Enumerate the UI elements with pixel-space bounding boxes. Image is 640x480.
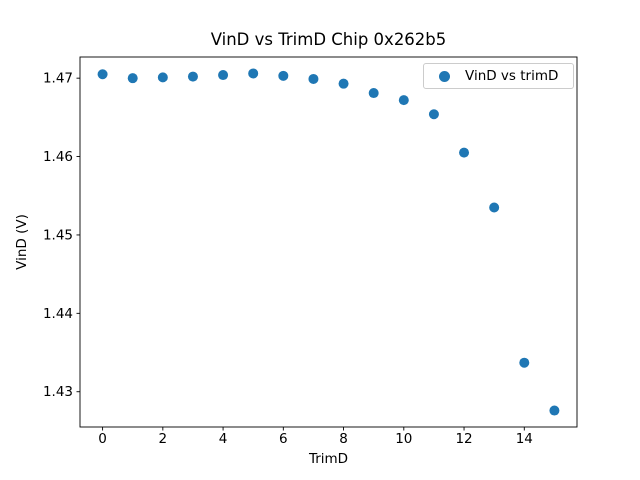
x-tick-label: 14 [516,431,533,447]
data-point [127,73,138,84]
scatter-marker-icon [439,70,450,82]
data-point [157,72,168,83]
x-tick-label: 0 [98,431,107,447]
data-point [398,95,409,106]
data-point [187,71,198,82]
data-point [248,68,259,79]
x-tick-label: 6 [279,431,288,447]
x-tick-label: 4 [219,431,228,447]
data-point [428,109,439,120]
y-axis-label: VinD (V) [14,214,30,270]
y-tick-label: 1.46 [43,149,73,165]
data-point [308,73,319,84]
y-tick-label: 1.44 [43,306,73,322]
x-tick-label: 10 [395,431,412,447]
legend: VinD vs trimD [423,63,574,89]
legend-label: VinD vs trimD [465,68,559,84]
chart-title: VinD vs TrimD Chip 0x262b5 [210,30,447,49]
y-tick-label: 1.47 [43,71,73,87]
axes-frame [79,56,578,428]
x-axis-label: TrimD [308,451,349,467]
data-point [489,202,500,213]
data-point [519,357,530,368]
data-point [549,405,560,416]
data-point [218,70,229,81]
data-point [97,69,108,80]
x-tick-label: 12 [455,431,472,447]
data-point [338,78,349,89]
y-tick-label: 1.45 [43,227,73,243]
data-point [278,70,289,81]
x-tick-label: 8 [339,431,348,447]
x-tick-label: 2 [159,431,168,447]
data-point [368,88,379,99]
y-tick-label: 1.43 [43,384,73,400]
data-point [459,147,470,158]
